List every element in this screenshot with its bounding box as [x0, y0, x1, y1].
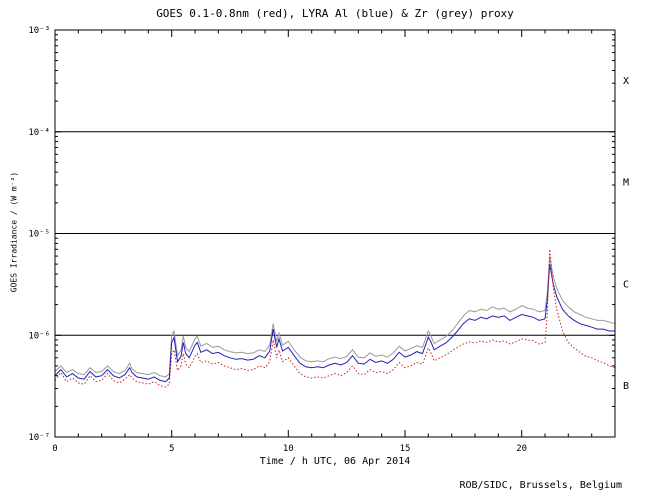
x-axis-label: Time / h UTC, 06 Apr 2014 — [259, 456, 411, 467]
svg-text:10⁻⁴: 10⁻⁴ — [28, 128, 50, 138]
svg-text:15: 15 — [400, 444, 411, 454]
svg-text:X: X — [623, 76, 629, 87]
y-axis-label: GOES Irradiance / (W m⁻²) — [9, 171, 19, 293]
svg-text:10⁻⁶: 10⁻⁶ — [28, 331, 50, 341]
svg-text:10⁻⁷: 10⁻⁷ — [28, 433, 50, 443]
credit-text: ROB/SIDC, Brussels, Belgium — [459, 480, 622, 491]
svg-text:C: C — [623, 279, 629, 290]
svg-text:B: B — [623, 381, 629, 392]
chart-title: GOES 0.1-0.8nm (red), LYRA Al (blue) & Z… — [156, 7, 514, 20]
svg-text:10⁻³: 10⁻³ — [28, 26, 50, 36]
svg-text:10⁻⁵: 10⁻⁵ — [28, 230, 50, 240]
svg-text:5: 5 — [169, 444, 174, 454]
svg-text:20: 20 — [516, 444, 527, 454]
svg-text:0: 0 — [52, 444, 57, 454]
svg-text:10: 10 — [283, 444, 294, 454]
svg-text:M: M — [623, 178, 629, 189]
